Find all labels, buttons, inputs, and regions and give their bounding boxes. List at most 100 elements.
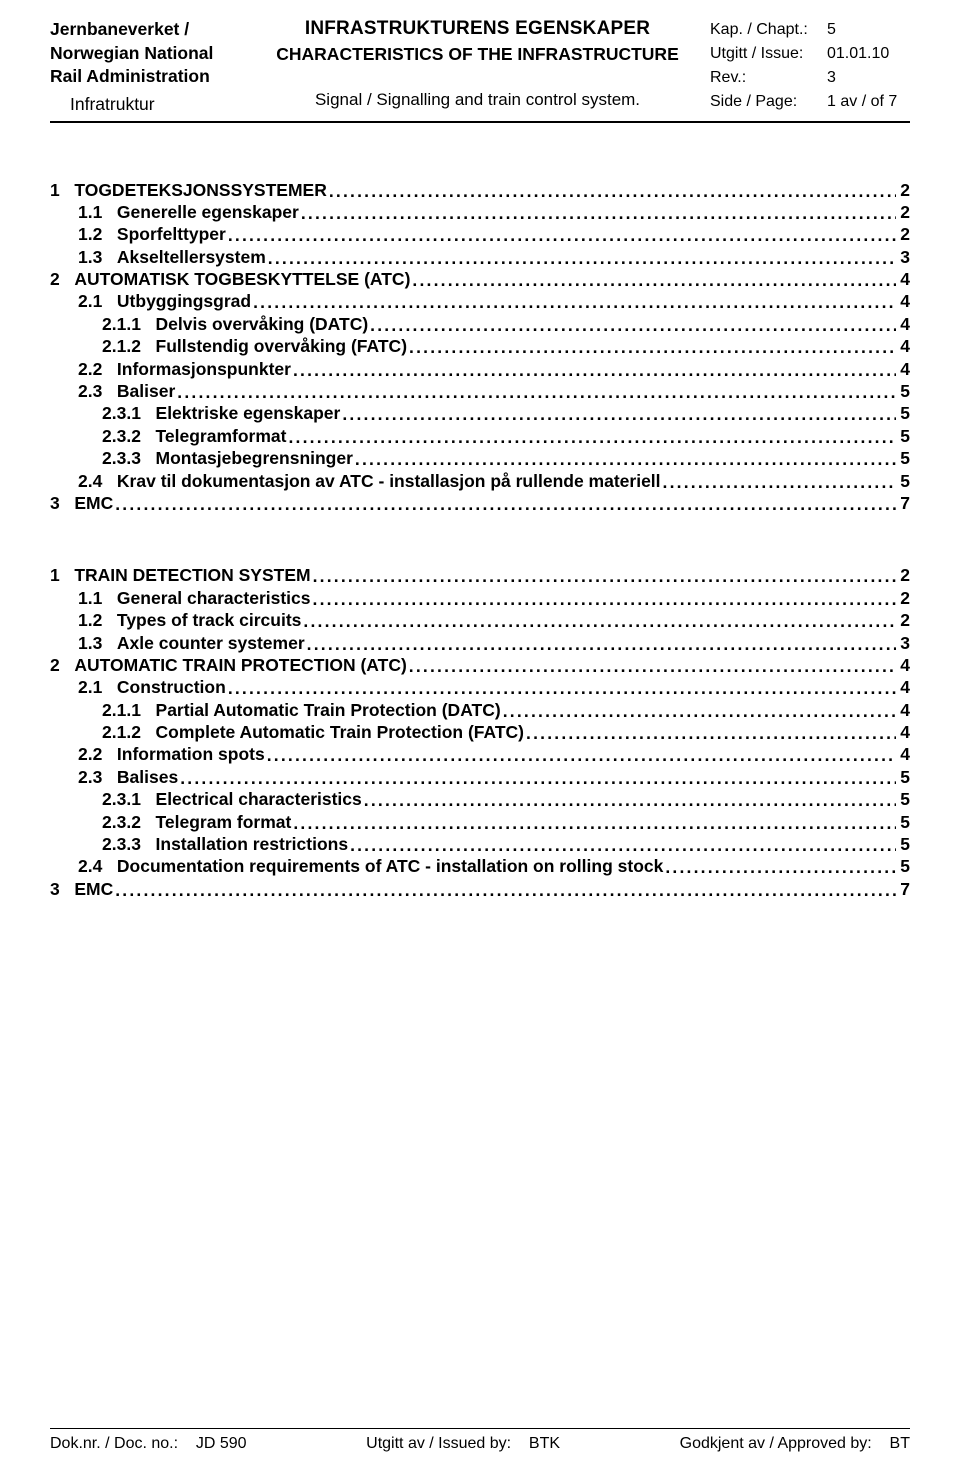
toc-page: 5 — [898, 855, 910, 877]
toc-number: 2.1 — [78, 290, 117, 312]
toc-title: Partial Automatic Train Protection (DATC… — [156, 699, 501, 721]
toc-number: 2.3.1 — [102, 402, 156, 424]
meta-label: Side / Page: — [710, 90, 827, 114]
toc-page: 4 — [898, 699, 910, 721]
toc-page: 5 — [898, 447, 910, 469]
toc-number: 1.3 — [78, 632, 117, 654]
toc-page: 3 — [898, 246, 910, 268]
toc-page: 5 — [898, 425, 910, 447]
toc-entry: 1 TRAIN DETECTION SYSTEM 2 — [50, 564, 910, 586]
toc-number: 2.4 — [78, 470, 117, 492]
toc-entry: 2.1.2 Fullstendig overvåking (FATC)4 — [50, 335, 910, 357]
toc-number: 2.1.2 — [102, 335, 156, 357]
toc-title: Types of track circuits — [117, 609, 301, 631]
toc-title: Generelle egenskaper — [117, 201, 299, 223]
toc-leader — [370, 314, 896, 336]
toc-number: 2.3.2 — [102, 811, 156, 833]
toc-number: 1 — [50, 564, 74, 586]
toc-page: 7 — [898, 878, 910, 900]
meta-value: 01.01.10 — [827, 42, 910, 66]
toc-leader — [293, 812, 896, 834]
toc-leader — [364, 789, 897, 811]
toc-title: Electrical characteristics — [156, 788, 362, 810]
org-line: Infratruktur — [50, 93, 245, 117]
toc-number: 2.3.3 — [102, 447, 156, 469]
toc-entry: 2.4 Krav til dokumentasjon av ATC - inst… — [50, 470, 910, 492]
toc-page: 5 — [898, 402, 910, 424]
toc-title: Montasjebegrensninger — [156, 447, 353, 469]
page: Jernbaneverket / Norwegian National Rail… — [0, 0, 960, 1481]
toc-leader — [228, 224, 896, 246]
toc-page: 5 — [898, 766, 910, 788]
toc-leader — [303, 610, 896, 632]
toc-leader — [503, 700, 897, 722]
toc-page: 4 — [898, 268, 910, 290]
toc-title: EMC — [74, 878, 113, 900]
toc-leader — [268, 247, 896, 269]
toc-title: AUTOMATISK TOGBESKYTTELSE (ATC) — [74, 268, 410, 290]
toc-page: 2 — [898, 564, 910, 586]
toc-number: 2.1.1 — [102, 699, 156, 721]
document-footer: Dok.nr. / Doc. no.: JD 590 Utgitt av / I… — [50, 1428, 910, 1453]
subtitle-line: Signal / Signalling and train control sy… — [245, 90, 710, 110]
header-rule — [50, 121, 910, 123]
toc-entry: 3 EMC7 — [50, 492, 910, 514]
toc-page: 4 — [898, 654, 910, 676]
toc-title: Information spots — [117, 743, 265, 765]
toc-entry: 2.1.1 Delvis overvåking (DATC)4 — [50, 313, 910, 335]
toc-entry: 2.3.2 Telegramformat 5 — [50, 425, 910, 447]
toc-number: 2 — [50, 268, 74, 290]
toc-english: 1 TRAIN DETECTION SYSTEM21.1 General cha… — [50, 564, 910, 900]
toc-page: 4 — [898, 676, 910, 698]
toc-entry: 1.3 Axle counter systemer3 — [50, 632, 910, 654]
toc-entry: 1.1 Generelle egenskaper2 — [50, 201, 910, 223]
toc-number: 1.3 — [78, 246, 117, 268]
meta-label: Utgitt / Issue: — [710, 42, 827, 66]
footer-label: Godkjent av / Approved by: — [680, 1435, 872, 1452]
toc-entry: 2.2 Informasjonspunkter4 — [50, 358, 910, 380]
toc-title: Delvis overvåking (DATC) — [156, 313, 369, 335]
org-line: Jernbaneverket / — [50, 18, 245, 42]
toc-page: 4 — [898, 743, 910, 765]
toc-leader — [293, 359, 896, 381]
toc-leader — [409, 655, 896, 677]
title-line: INFRASTRUKTURENS EGENSKAPER — [245, 18, 710, 40]
toc-title: Axle counter systemer — [117, 632, 305, 654]
meta-value: 5 — [827, 18, 910, 42]
toc-leader — [253, 291, 896, 313]
toc-leader — [228, 677, 896, 699]
toc-leader — [329, 180, 896, 202]
toc-entry: 2.3.2 Telegram format5 — [50, 811, 910, 833]
toc-number: 2.3 — [78, 766, 117, 788]
toc-page: 2 — [898, 201, 910, 223]
toc-leader — [267, 744, 897, 766]
toc-title: Telegram format — [156, 811, 292, 833]
toc-page: 2 — [898, 587, 910, 609]
toc-title: TRAIN DETECTION SYSTEM — [74, 564, 310, 586]
footer-label: Utgitt av / Issued by: — [366, 1435, 511, 1452]
toc-page: 4 — [898, 313, 910, 335]
toc-title: AUTOMATIC TRAIN PROTECTION (ATC) — [74, 654, 406, 676]
toc-title: Telegramformat — [156, 425, 287, 447]
toc-number: 3 — [50, 878, 74, 900]
toc-leader — [115, 879, 896, 901]
toc-title: Elektriske egenskaper — [156, 402, 341, 424]
toc-number: 2.3.1 — [102, 788, 156, 810]
toc-page: 4 — [898, 721, 910, 743]
toc-title: Baliser — [117, 380, 175, 402]
toc-entry: 1 TOGDETEKSJONSSYSTEMER2 — [50, 179, 910, 201]
toc-entry: 2 AUTOMATIC TRAIN PROTECTION (ATC)4 — [50, 654, 910, 676]
toc-leader — [342, 403, 896, 425]
toc-title: Sporfelttyper — [117, 223, 226, 245]
toc-page: 5 — [898, 470, 910, 492]
toc-leader — [180, 767, 896, 789]
toc-entry: 2.1.2 Complete Automatic Train Protectio… — [50, 721, 910, 743]
toc-number: 2.3.2 — [102, 425, 156, 447]
toc-title: Documentation requirements of ATC - inst… — [117, 855, 663, 877]
org-line: Norwegian National — [50, 42, 245, 66]
toc-leader — [355, 448, 896, 470]
toc-page: 2 — [898, 609, 910, 631]
toc-entry: 2.3 Balises5 — [50, 766, 910, 788]
meta-value: 1 av / of 7 — [827, 90, 910, 114]
toc-entry: 2.3 Baliser5 — [50, 380, 910, 402]
